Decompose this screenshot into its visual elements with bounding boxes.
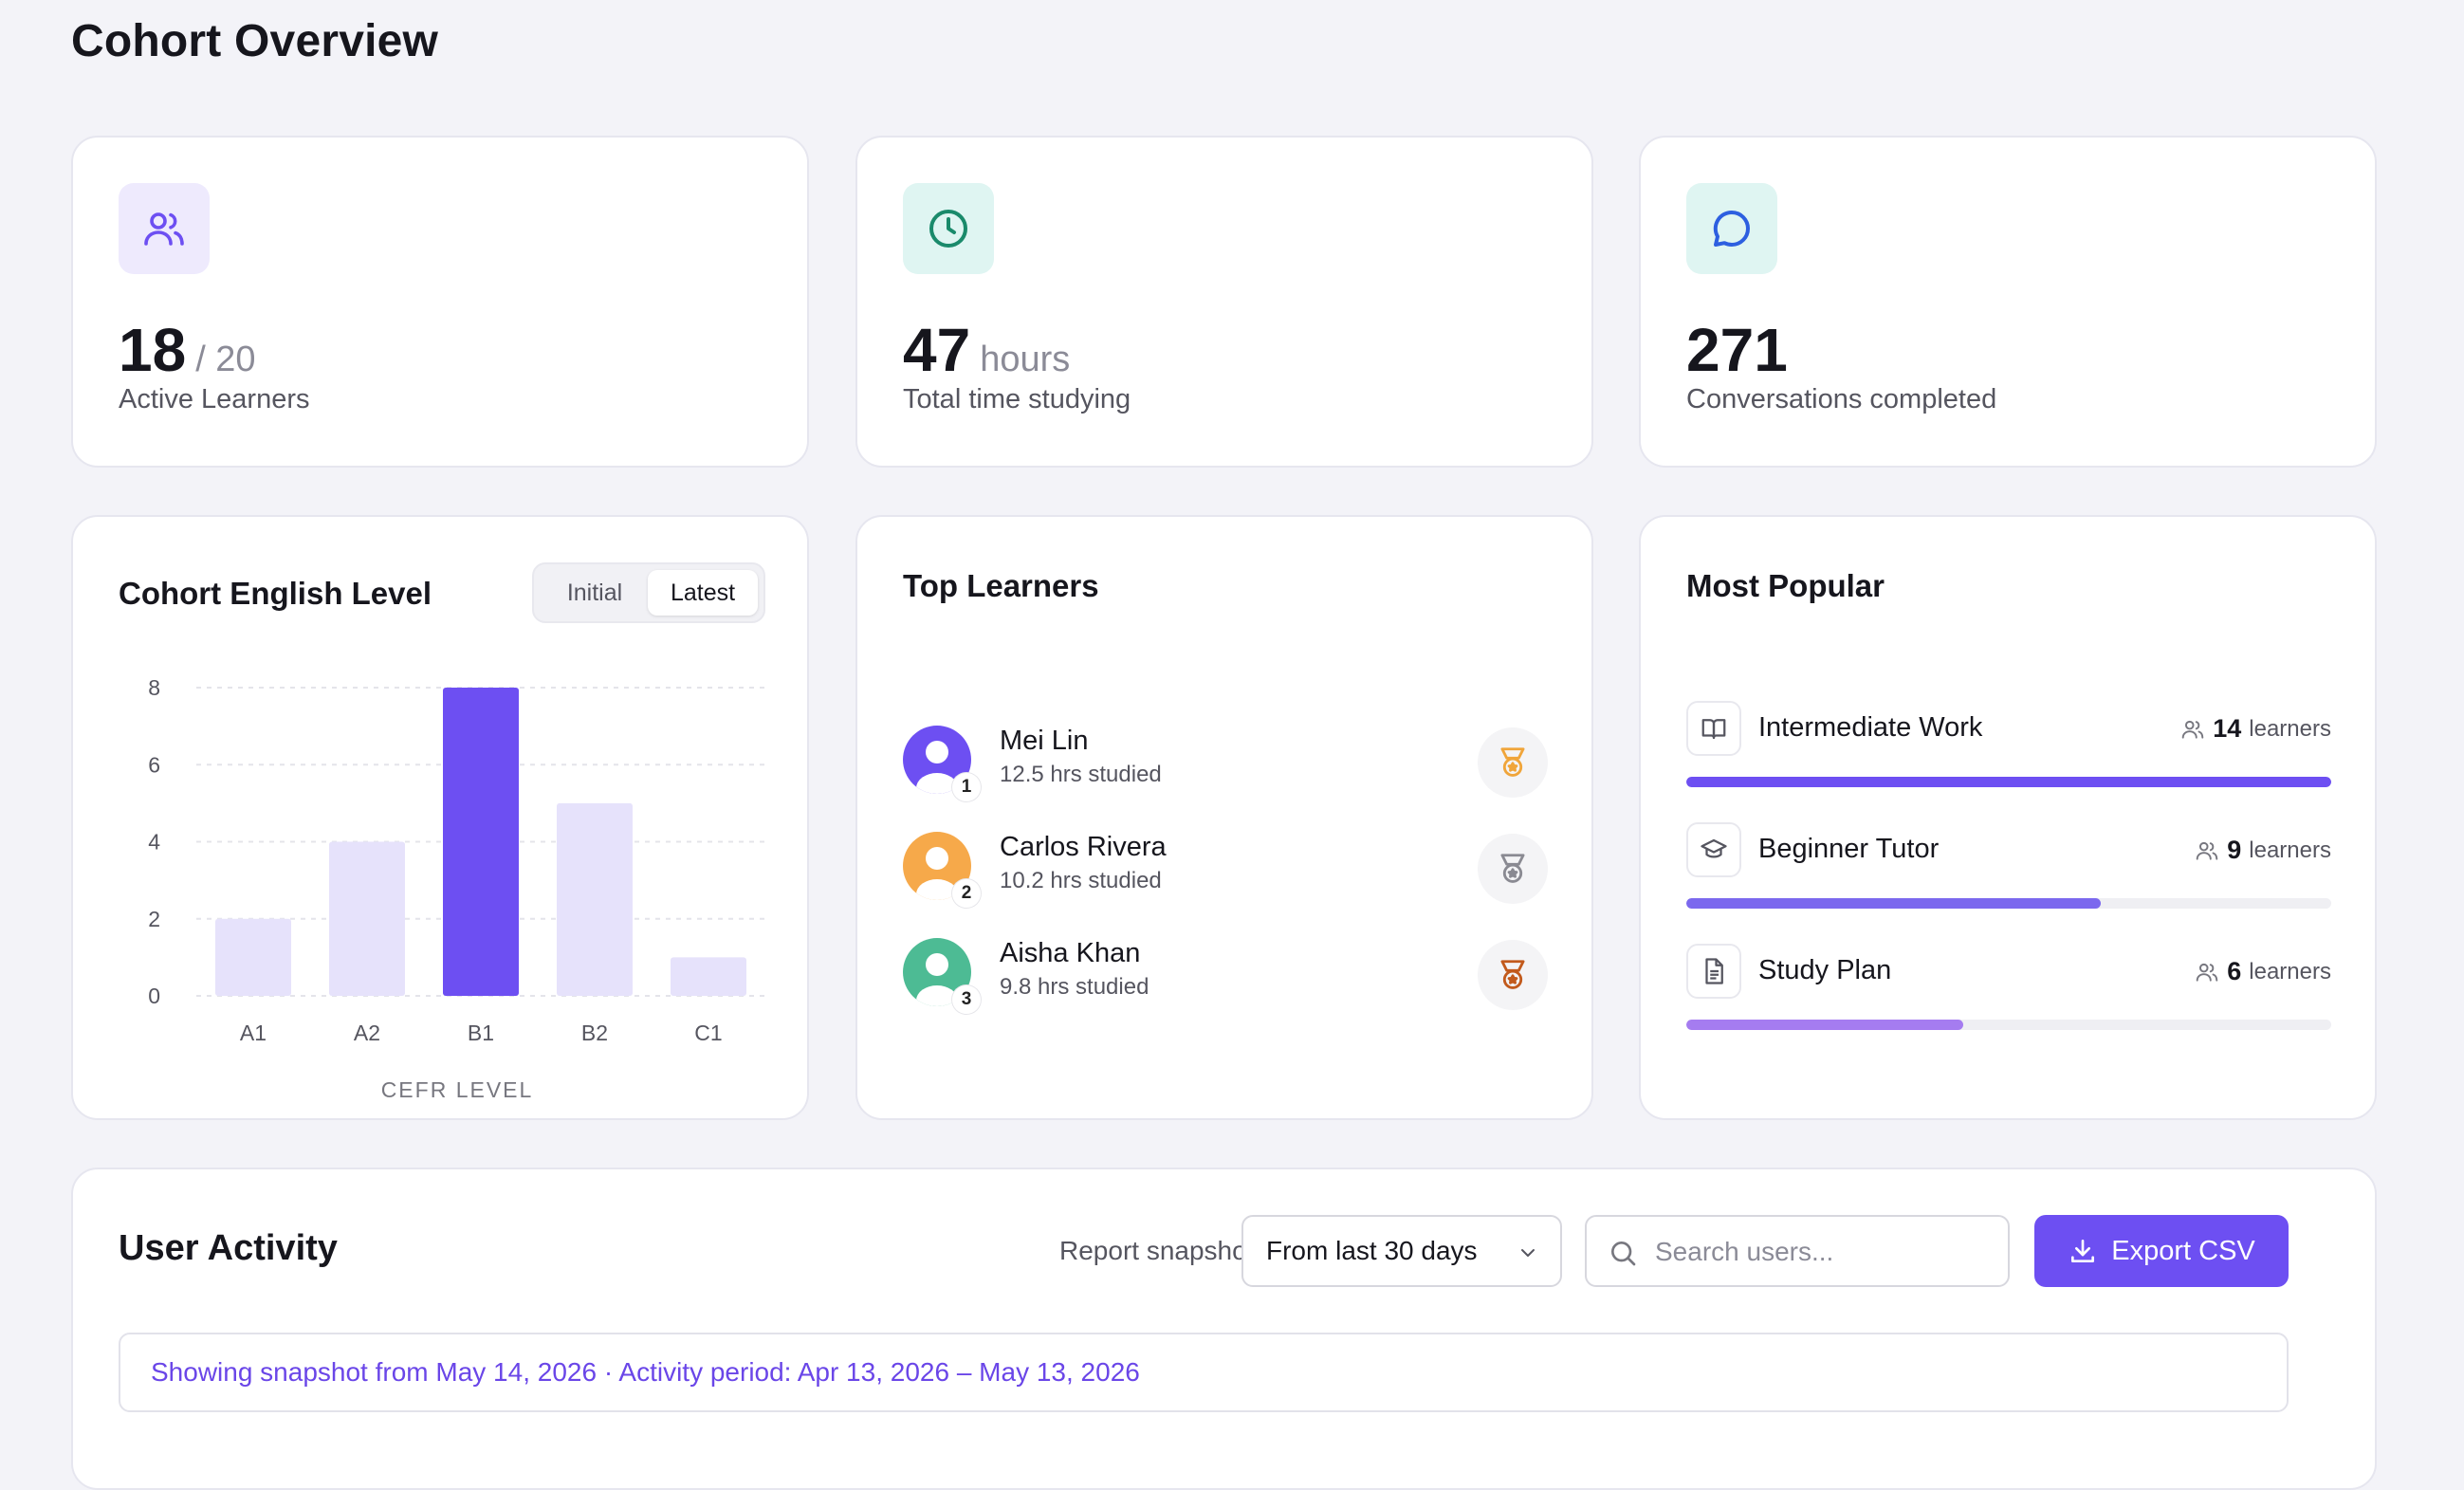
rank-badge: 1 bbox=[952, 773, 981, 801]
users-icon bbox=[2196, 963, 2218, 982]
x-tick-label: A1 bbox=[240, 1021, 267, 1045]
learner-row[interactable]: 2 Carlos Rivera 10.2 hrs studied bbox=[903, 822, 1548, 908]
graduation-cap-icon bbox=[1686, 822, 1741, 877]
users-icon bbox=[119, 183, 210, 274]
level-toggle: Initial Latest bbox=[532, 562, 765, 623]
user-activity-card: User Activity Report snapshot From last … bbox=[71, 1168, 2377, 1490]
y-tick-label: 2 bbox=[148, 907, 160, 931]
stat-suffix: / 20 bbox=[195, 340, 256, 379]
popularity-bar bbox=[1686, 898, 2331, 909]
page-title: Cohort Overview bbox=[71, 16, 439, 66]
toggle-latest[interactable]: Latest bbox=[648, 570, 758, 616]
stat-value: 271 bbox=[1686, 316, 1788, 384]
snapshot-notice: Showing snapshot from May 14, 2026 · Act… bbox=[119, 1333, 2289, 1412]
popularity-fill bbox=[1686, 1020, 1963, 1030]
search-icon bbox=[1608, 1238, 1638, 1273]
stat-value: 18/ 20 bbox=[119, 316, 256, 384]
learner-name: Carlos Rivera bbox=[1000, 832, 1167, 862]
stat-suffix: hours bbox=[980, 340, 1071, 379]
document-icon bbox=[1686, 944, 1741, 999]
toggle-initial[interactable]: Initial bbox=[566, 579, 623, 606]
popularity-fill bbox=[1686, 777, 2331, 787]
search-box bbox=[1585, 1215, 2010, 1287]
learner-name: Aisha Khan bbox=[1000, 938, 1141, 968]
date-range-value: From last 30 days bbox=[1266, 1236, 1478, 1265]
x-tick-label: A2 bbox=[354, 1021, 380, 1045]
count-unit: learners bbox=[2249, 715, 2331, 742]
stat-label: Active Learners bbox=[119, 384, 310, 414]
card-title: Top Learners bbox=[903, 568, 1099, 603]
stat-value: 47 hours bbox=[903, 316, 1071, 384]
export-csv-label: Export CSV bbox=[2111, 1235, 2255, 1266]
download-icon bbox=[2071, 1240, 2095, 1262]
stat-label: Total time studying bbox=[903, 384, 1131, 414]
learner-count: 9 learners bbox=[2195, 836, 2331, 865]
count-unit: learners bbox=[2249, 837, 2331, 863]
clock-icon bbox=[903, 183, 994, 274]
gold-medal-icon bbox=[1478, 727, 1548, 798]
page-root: Cohort Overview 18/ 20 Active Learners 4… bbox=[71, 16, 2377, 1490]
learner-hours: 9.8 hrs studied bbox=[1000, 974, 1149, 1000]
level-bar-chart: 0 2 4 6 8 A1 A2 B1 B2 C1 CEFR LEVEL bbox=[148, 675, 765, 1102]
snapshot-notice-text: Showing snapshot from May 14, 2026 · Act… bbox=[151, 1357, 1140, 1387]
search-users-input[interactable] bbox=[1653, 1230, 1998, 1274]
bar-a2[interactable] bbox=[329, 841, 405, 997]
x-tick-label: B2 bbox=[581, 1021, 608, 1045]
bar-b1[interactable] bbox=[443, 688, 519, 996]
book-icon bbox=[1686, 701, 1741, 756]
bar-c1[interactable] bbox=[671, 957, 746, 996]
x-tick-label: B1 bbox=[468, 1021, 494, 1045]
x-axis-label: CEFR LEVEL bbox=[381, 1077, 534, 1102]
most-popular-card: Most Popular Intermediate Work 14 learne… bbox=[1639, 515, 2377, 1120]
y-tick-label: 0 bbox=[148, 984, 160, 1008]
learner-name: Mei Lin bbox=[1000, 726, 1089, 756]
learner-count: 14 learners bbox=[2180, 714, 2331, 744]
popular-item[interactable]: Study Plan 6 learners bbox=[1686, 944, 2331, 1039]
export-csv-button[interactable]: Export CSV bbox=[2034, 1215, 2289, 1287]
users-icon bbox=[2196, 841, 2218, 860]
learner-hours: 10.2 hrs studied bbox=[1000, 868, 1162, 893]
bronze-medal-icon bbox=[1478, 940, 1548, 1010]
popular-item-name: Study Plan bbox=[1758, 955, 1892, 985]
x-tick-label: C1 bbox=[694, 1021, 722, 1045]
learner-row[interactable]: 1 Mei Lin 12.5 hrs studied bbox=[903, 716, 1548, 801]
y-tick-label: 6 bbox=[148, 752, 160, 777]
learner-count: 6 learners bbox=[2195, 957, 2331, 986]
report-snapshot-label: Report snapshot bbox=[1059, 1236, 1255, 1265]
learner-row[interactable]: 3 Aisha Khan 9.8 hrs studied bbox=[903, 929, 1548, 1014]
stat-card-active-learners: 18/ 20 Active Learners bbox=[71, 136, 809, 468]
rank-badge: 3 bbox=[952, 985, 981, 1014]
date-range-select[interactable]: From last 30 days bbox=[1241, 1215, 1562, 1287]
users-icon bbox=[2181, 720, 2204, 739]
stat-card-conversations: 271 Conversations completed bbox=[1639, 136, 2377, 468]
top-learners-card: Top Learners 1 Mei Lin 12.5 hrs studied … bbox=[855, 515, 1593, 1120]
learner-hours: 12.5 hrs studied bbox=[1000, 762, 1162, 787]
chat-icon bbox=[1686, 183, 1777, 274]
card-title: Most Popular bbox=[1686, 568, 1885, 603]
bar-a1[interactable] bbox=[215, 918, 291, 996]
bar-b2[interactable] bbox=[557, 802, 633, 996]
popular-item-name: Intermediate Work bbox=[1758, 712, 1983, 743]
popular-item[interactable]: Intermediate Work 14 learners bbox=[1686, 701, 2331, 796]
count-number: 9 bbox=[2227, 836, 2242, 864]
count-unit: learners bbox=[2249, 958, 2331, 984]
popularity-bar bbox=[1686, 1020, 2331, 1030]
stat-card-total-time: 47 hours Total time studying bbox=[855, 136, 1593, 468]
popular-item[interactable]: Beginner Tutor 9 learners bbox=[1686, 822, 2331, 917]
popularity-bar bbox=[1686, 777, 2331, 787]
popular-item-name: Beginner Tutor bbox=[1758, 834, 1940, 864]
y-tick-label: 4 bbox=[148, 830, 160, 855]
count-number: 14 bbox=[2213, 714, 2242, 743]
chevron-down-icon bbox=[1517, 1242, 1539, 1269]
popularity-fill bbox=[1686, 898, 2102, 909]
card-title: Cohort English Level bbox=[119, 576, 432, 611]
activity-title: User Activity bbox=[119, 1228, 338, 1268]
rank-badge: 2 bbox=[952, 879, 981, 908]
count-number: 6 bbox=[2227, 957, 2242, 985]
english-level-card: Cohort English Level Initial Latest 0 2 4 6… bbox=[71, 515, 809, 1120]
y-tick-label: 8 bbox=[148, 675, 160, 700]
avatar bbox=[903, 726, 971, 794]
silver-medal-icon bbox=[1478, 834, 1548, 904]
stat-label: Conversations completed bbox=[1686, 384, 1997, 414]
